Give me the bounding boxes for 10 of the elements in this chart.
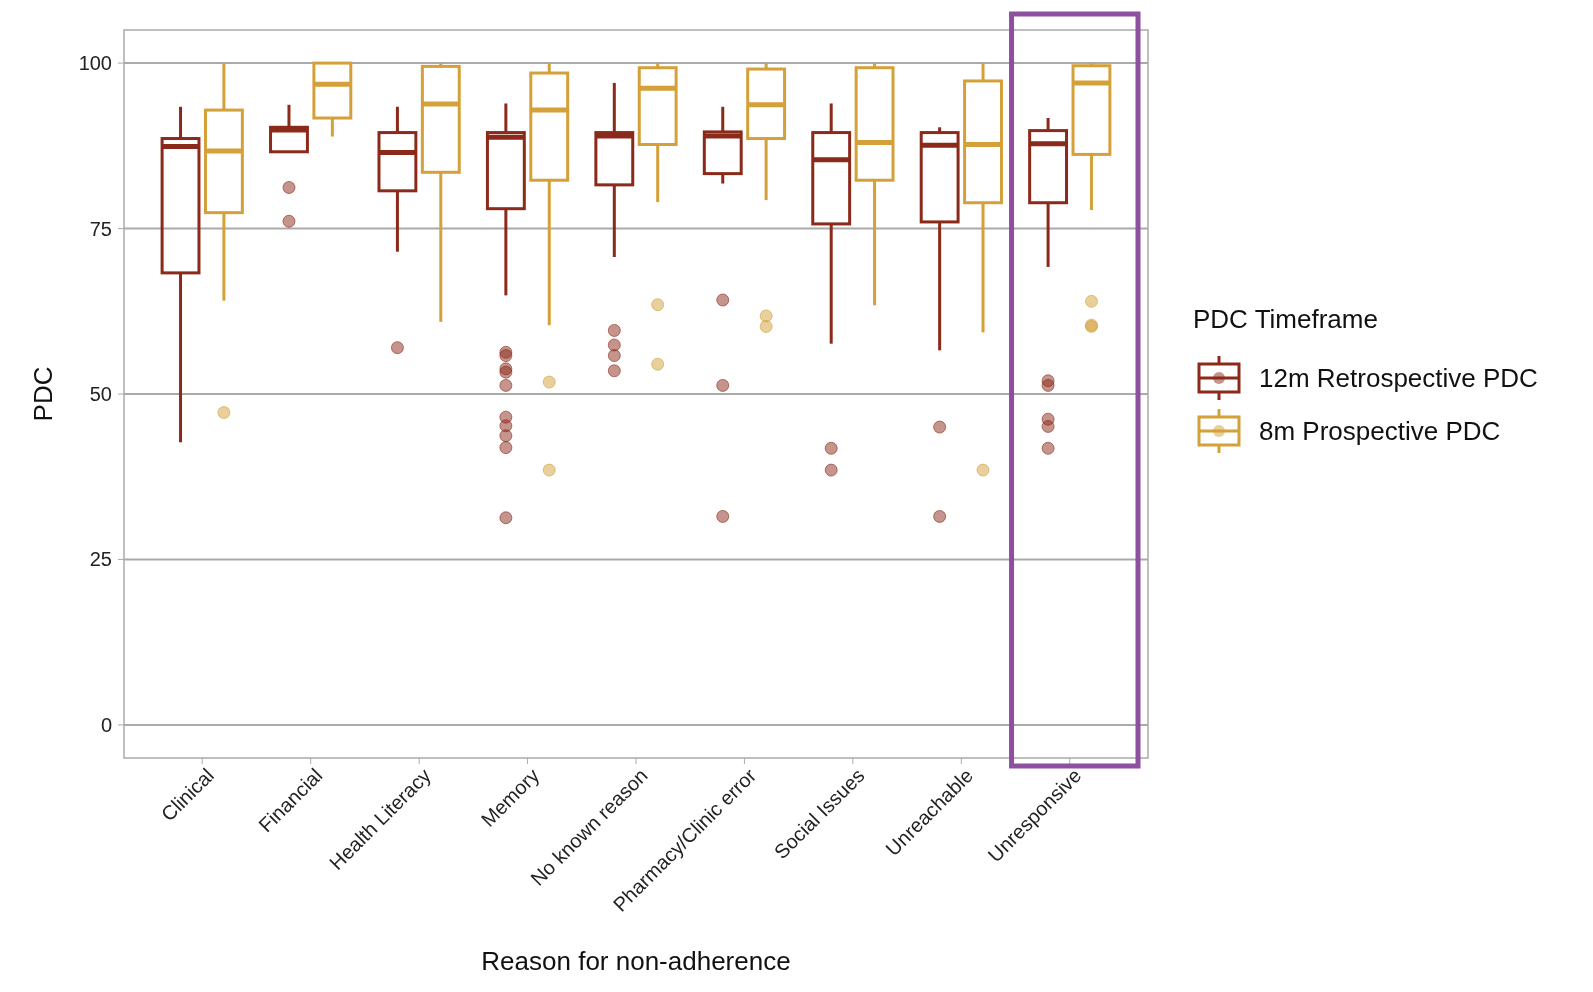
x-axis-title: Reason for non-adherence [481,946,791,976]
y-tick-label: 50 [89,383,112,405]
legend-label: 12m Retrospective PDC [1259,363,1538,394]
y-tick-label: 25 [89,548,112,571]
y-tick-label: 0 [100,713,112,736]
y-tick-label: 75 [89,217,112,240]
y-axis-title: PDC [28,366,58,422]
legend-title: PDC Timeframe [1193,304,1378,334]
y-tick-label: 100 [78,52,112,75]
legend-label: 8m Prospective PDC [1259,416,1501,447]
